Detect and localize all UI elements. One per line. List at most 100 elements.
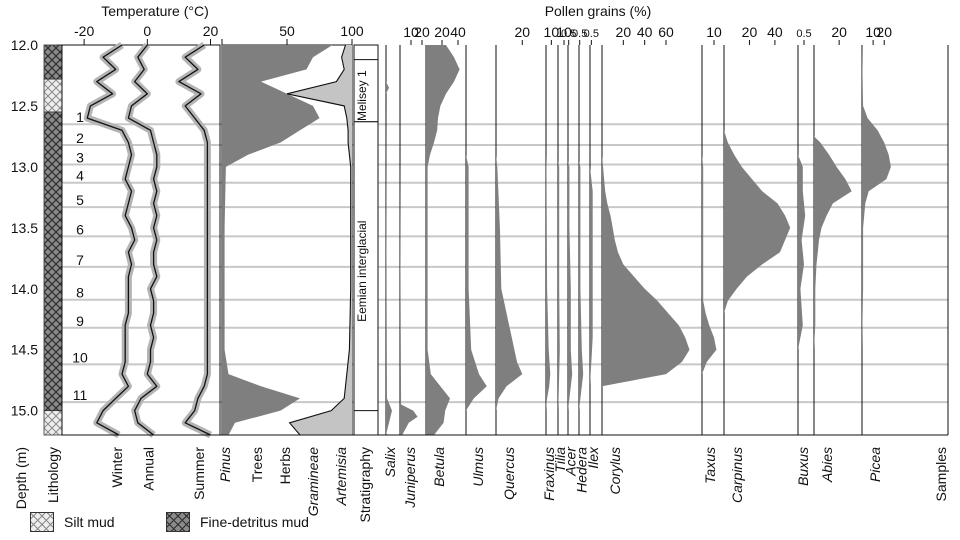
trees-line (286, 44, 352, 436)
pollen-label-taxus: Taxus (702, 447, 718, 484)
vegetation-label-gramineae: Gramineae (305, 447, 321, 516)
zone-number-4: 4 (76, 168, 84, 184)
pollen-area-ulmus (466, 45, 487, 435)
zone-number-9: 9 (76, 313, 84, 329)
vegetation-tick-label-50: 50 (279, 23, 295, 39)
temperature-label-winter: Winter (109, 447, 125, 488)
lithology-unit-2 (43, 111, 63, 412)
lithology-unit-3 (43, 410, 63, 436)
stratigraphy-unit-melisey-1 (353, 59, 379, 123)
pollen-tick-label-picea-20: 20 (876, 24, 892, 40)
depth-tick-label-14-5: 14.5 (11, 342, 38, 358)
vegetation-label-trees: Trees (249, 447, 265, 482)
pollen-area-buxus (798, 45, 806, 435)
pollen-label-betula: Betula (431, 447, 447, 487)
pollen-label-salix: Salix (382, 446, 398, 477)
pollen-tick-label-ilex-0-5: 0.5 (584, 28, 599, 40)
pollen-area-hedera (579, 45, 584, 435)
temperature-tick-label-20: 20 (203, 23, 219, 39)
pollen-area-salix (386, 45, 392, 435)
pinus-area (222, 45, 333, 435)
pollen-tick-label-hedera-0-5: 0.5 (572, 28, 587, 40)
pollen-tick-label-betula-40: 40 (450, 24, 466, 40)
temperature-tick-label--20: -20 (74, 23, 94, 39)
pollen-label-ilex: Ilex (585, 446, 601, 469)
zone-number-2: 2 (76, 130, 84, 146)
zone-number-10: 10 (72, 349, 88, 365)
depth-tick-label-12-0: 12.0 (11, 37, 38, 53)
pollen-label-tilia: Tilia (552, 447, 568, 473)
pollen-label-picea: Picea (867, 447, 883, 482)
temperature-line-annual (127, 44, 158, 436)
pollen-tick-label-betula-20: 20 (434, 24, 450, 40)
depth-tick-label-14-0: 14.0 (11, 281, 38, 297)
temperature-header: Temperature (°C) (101, 3, 209, 19)
pollen-label-buxus: Buxus (795, 447, 811, 486)
legend-fine-detritus: Fine-detritus mud (166, 512, 309, 532)
lithology-unit-1 (43, 78, 63, 113)
vegetation-label-artemisia: Artemisia (333, 447, 349, 507)
temperature-band-summer (175, 42, 213, 439)
legend-label-fine-detritus: Fine-detritus mud (200, 514, 309, 530)
pollen-label-hedera: Hedera (574, 447, 590, 493)
pollen-label-quercus: Quercus (501, 447, 517, 500)
pollen-area-picea (862, 45, 891, 435)
temperature-label-summer: Summer (191, 447, 207, 500)
herbs-area (287, 45, 352, 435)
zone-number-3: 3 (76, 149, 84, 165)
pollen-area-juniperus (400, 45, 418, 435)
depth-axis-label: Depth (m) (13, 447, 29, 509)
pollen-tick-label-picea-10: 10 (865, 24, 881, 40)
pollen-tick-label-tilia-10: 10 (556, 24, 572, 40)
lithology-label: Lithology (45, 447, 61, 503)
pollen-tick-label-juniperus-10: 10 (403, 24, 419, 40)
pollen-area-fraxinus (546, 45, 551, 435)
pollen-area-ilex (590, 45, 593, 435)
pollen-label-carpinus: Carpinus (729, 447, 745, 503)
samples-label: Samples (933, 447, 949, 501)
vegetation-label-herbs: Herbs (277, 447, 293, 484)
depth-tick-label-13-5: 13.5 (11, 220, 38, 236)
pollen-tick-label-quercus-20: 20 (514, 24, 530, 40)
temperature-line-winter (86, 44, 136, 436)
pollen-area-acer (568, 45, 573, 435)
zone-number-8: 8 (76, 285, 84, 301)
depth-tick-label-12-5: 12.5 (11, 98, 38, 114)
pollen-tick-label-fraxinus-10: 10 (544, 24, 560, 40)
pollen-tick-label-corylus-40: 40 (637, 24, 653, 40)
zone-number-6: 6 (76, 221, 84, 237)
pollen-area-carpinus (724, 45, 791, 435)
zone-number-5: 5 (76, 192, 84, 208)
depth-tick-label-13-0: 13.0 (11, 159, 38, 175)
pollen-tick-label-corylus-20: 20 (616, 24, 632, 40)
stratigraphy-label-melisey-1: Melisey 1 (355, 70, 369, 121)
pollen-label-abies: Abies (819, 447, 835, 483)
pollen-label-ulmus: Ulmus (470, 447, 486, 487)
zone-number-11: 11 (73, 387, 88, 403)
temperature-tick-label-0: 0 (143, 23, 151, 39)
pollen-tick-label-corylus-60: 60 (658, 24, 674, 40)
vegetation-tick-label-100: 100 (340, 23, 364, 39)
pollen-area-betula (426, 45, 460, 435)
stratigraphy-unit-eemian-interglacial (353, 121, 379, 412)
pollen-tick-label-buxus-0-5: 0.5 (796, 28, 811, 40)
silt-swatch (30, 512, 54, 532)
zone-number-1: 1 (76, 109, 84, 125)
pollen-tick-label-carpinus-20: 20 (742, 24, 758, 40)
pollen-label-fraxinus: Fraxinus (541, 447, 557, 501)
pollen-tick-label-taxus-10: 10 (706, 24, 722, 40)
temperature-panel-frame (61, 44, 221, 436)
pollen-label-acer: Acer (563, 446, 579, 477)
temperature-label-annual: Annual (141, 447, 157, 491)
legend-silt: Silt mud (30, 512, 115, 532)
pollen-area-taxus (702, 45, 717, 435)
pollen-area-quercus (496, 45, 523, 435)
depth-tick-label-15-0: 15.0 (11, 403, 38, 419)
stratigraphy-label-eemian-interglacial: Eemian interglacial (355, 221, 369, 322)
pollen-label-juniperus: Juniperus (402, 447, 418, 509)
pollen-tick-label-carpinus-40: 40 (767, 24, 783, 40)
pollen-header: Pollen grains (%) (545, 3, 652, 19)
lithology-unit-0 (43, 44, 63, 80)
vegetation-label-pinus: Pinus (217, 447, 233, 482)
